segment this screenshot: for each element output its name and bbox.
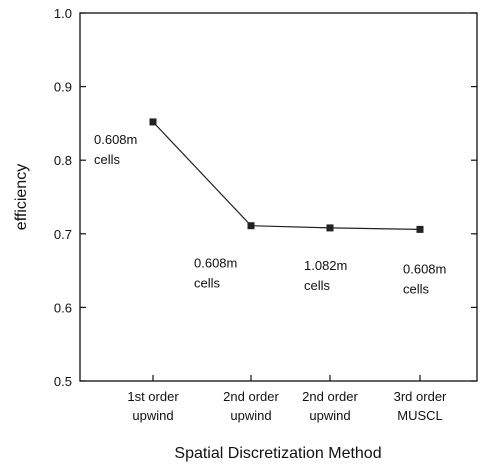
point-label-line: cells [403,281,430,296]
point-label-line: 0.608m [194,256,237,271]
series-line [152,121,421,230]
y-tick-label: 0.7 [54,227,72,242]
x-tick-label: 2nd order upwind [223,389,279,423]
x-tick-label-line: upwind [309,408,350,423]
point-label: 0.608m cells [403,261,446,296]
data-point [326,224,334,232]
y-axis: 0.5 0.6 0.7 0.8 0.9 1.0 [54,6,477,389]
x-tick-label-line: upwind [132,408,173,423]
x-tick-label-line: 3rd order [394,389,447,404]
point-label: 0.608m cells [194,256,237,291]
data-point [416,225,424,233]
point-label-line: cells [194,276,221,291]
point-label-line: cells [304,278,331,293]
data-point [149,118,157,126]
point-label-line: 0.608m [403,261,446,276]
data-point [247,222,255,230]
x-axis: 1st order upwind 2nd order upwind 2nd order u… [127,375,447,423]
x-tick-label-line: 2nd order [302,389,358,404]
y-tick-label: 1.0 [54,6,72,21]
y-tick-label: 0.9 [54,80,72,95]
point-label-line: 1.082m [304,258,347,273]
x-axis-title: Spatial Discretization Method [174,445,381,462]
point-labels: 0.608m cells 0.608m cells 1.082m cells 0.608m c… [94,132,446,296]
point-label-line: cells [94,152,121,167]
y-tick-label: 0.5 [54,374,72,389]
x-tick-label-line: 2nd order [223,389,279,404]
y-tick-label: 0.8 [54,153,72,168]
series-efficiency [149,118,424,233]
y-axis-title: efficiency [13,164,30,230]
point-label-line: 0.608m [94,132,137,147]
x-tick-label: 1st order upwind [127,389,179,423]
point-label: 1.082m cells [304,258,347,293]
x-tick-label: 3rd order MUSCL [394,389,447,423]
x-tick-label-line: MUSCL [397,408,443,423]
x-tick-label-line: 1st order [127,389,179,404]
x-tick-label-line: upwind [230,408,271,423]
y-tick-label: 0.6 [54,300,72,315]
plot-frame [79,12,478,382]
point-label: 0.608m cells [94,132,137,167]
x-tick-label: 2nd order upwind [302,389,358,423]
